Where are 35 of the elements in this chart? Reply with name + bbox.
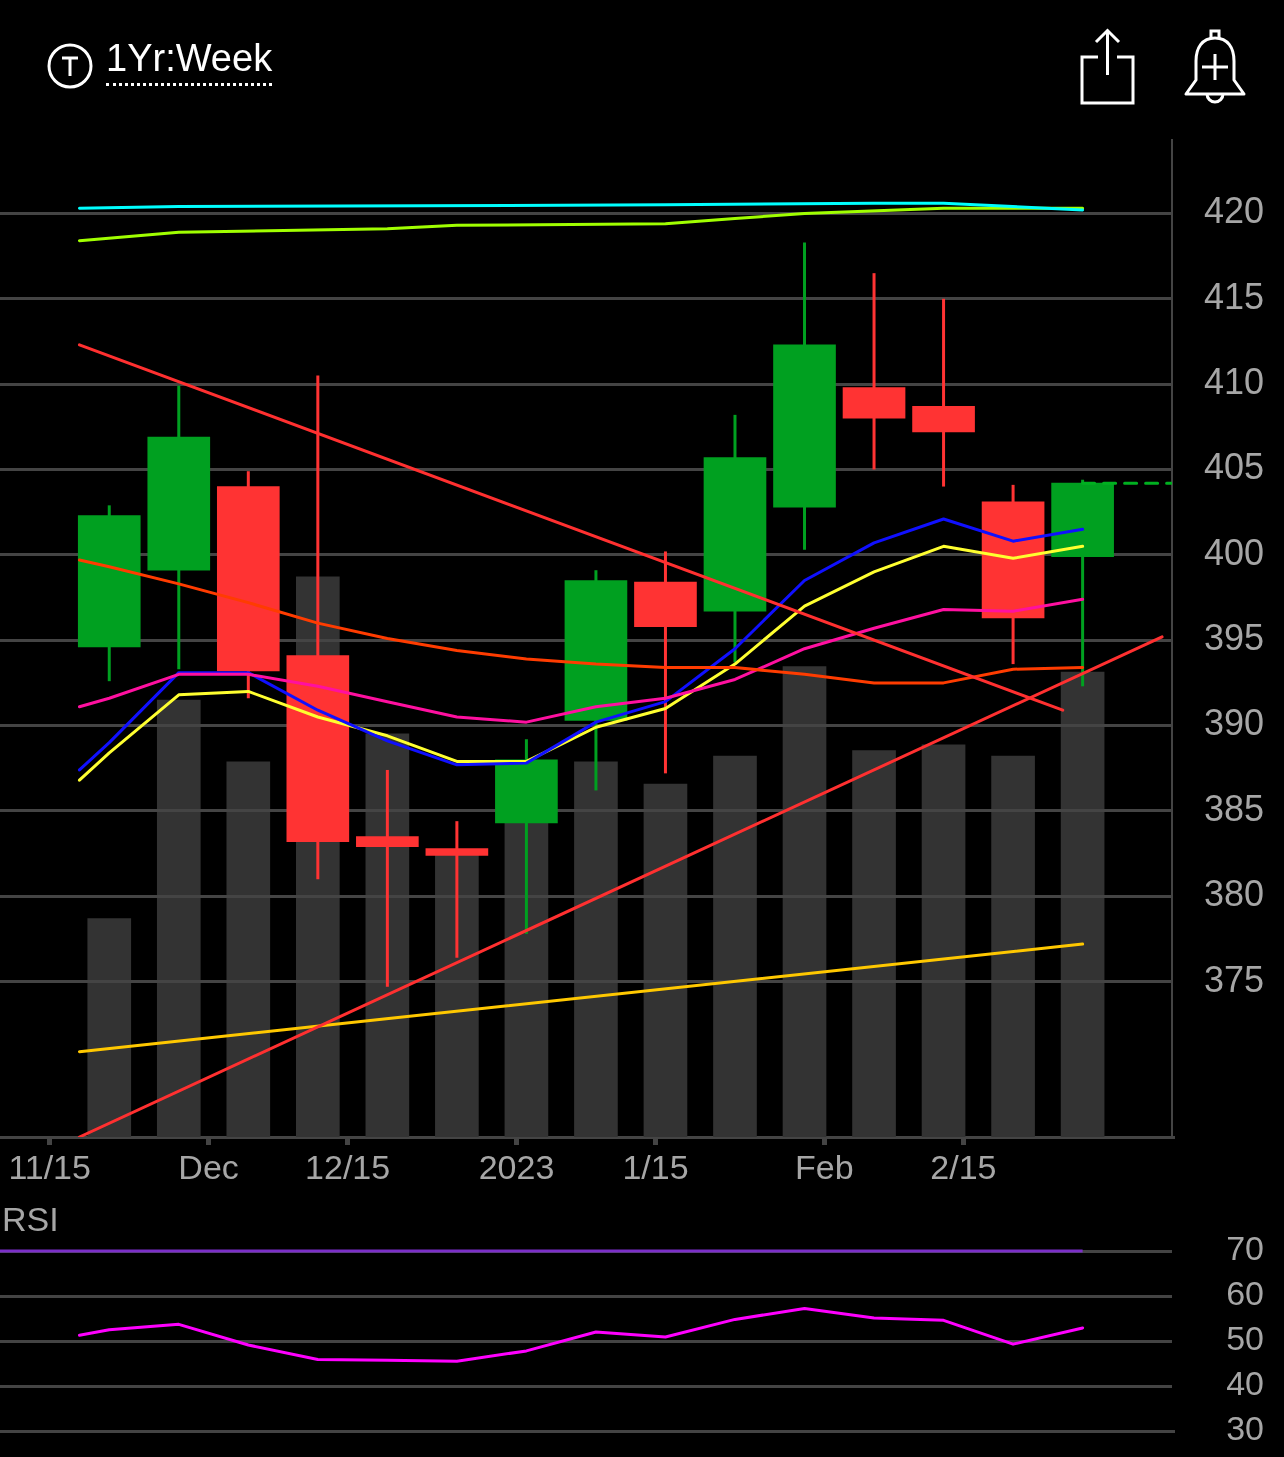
bar (852, 750, 896, 1137)
y-tick-label: 400 (1203, 531, 1264, 573)
x-tick-label: 2/15 (930, 1147, 997, 1186)
y-tick-label: 405 (1203, 446, 1264, 488)
y-tick-label: 50 (1226, 1319, 1264, 1358)
bar (87, 918, 132, 1137)
y-tick-label: 60 (1226, 1274, 1264, 1313)
chart-title: 1Yr:Week (106, 36, 273, 86)
y-tick-label: 375 (1203, 958, 1264, 1000)
y-tick-label: 380 (1203, 873, 1264, 915)
bar (574, 761, 618, 1137)
y-tick-label: 385 (1203, 787, 1264, 829)
bar (782, 666, 827, 1137)
y-tick-label: 420 (1203, 190, 1264, 232)
bar (1060, 671, 1105, 1137)
y-tick-label: 390 (1203, 702, 1264, 744)
bar (156, 699, 201, 1137)
y-tick-label: 410 (1203, 361, 1264, 403)
chart-title: RSI (2, 1199, 59, 1239)
x-tick-label: 2023 (478, 1147, 555, 1186)
bar (991, 755, 1035, 1137)
x-tick-label: Feb (795, 1147, 854, 1186)
y-tick-label: 30 (1226, 1409, 1264, 1448)
x-tick-label: 1/15 (622, 1147, 689, 1186)
x-tick-label: Dec (178, 1147, 239, 1186)
bar (226, 761, 271, 1137)
bar (713, 755, 757, 1137)
y-tick-label: 40 (1226, 1364, 1264, 1403)
x-tick-label: 12/15 (305, 1147, 391, 1186)
bar (921, 744, 966, 1137)
y-tick-label: 415 (1203, 275, 1264, 317)
x-tick-label: 11/15 (8, 1147, 91, 1186)
y-tick-label: 70 (1226, 1229, 1264, 1268)
y-tick-label: 395 (1203, 617, 1264, 659)
bar (643, 783, 688, 1137)
